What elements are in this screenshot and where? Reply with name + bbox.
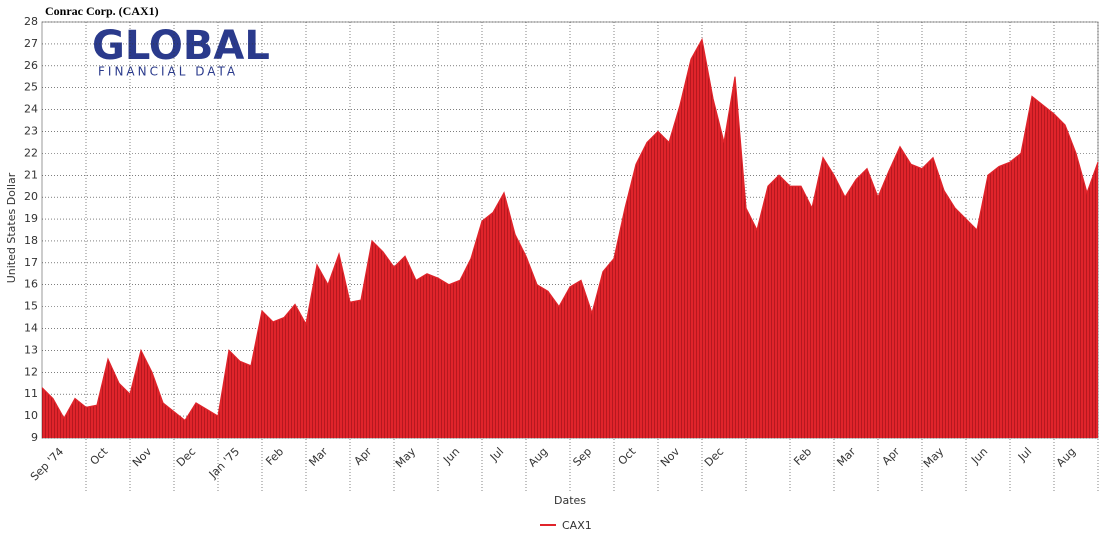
y-axis-title: United States Dollar	[5, 172, 18, 283]
area	[42, 39, 1098, 439]
y-tick-label: 13	[24, 343, 38, 356]
x-tick-label: Apr	[880, 445, 903, 468]
y-tick-label: 11	[24, 387, 38, 400]
x-tick-label: Sep	[570, 445, 594, 469]
x-tick-label: Oct	[616, 445, 639, 468]
y-tick-label: 28	[24, 15, 38, 28]
legend-label: CAX1	[562, 519, 592, 532]
x-tick-label: Jan '75	[206, 445, 242, 481]
x-tick-label: Feb	[791, 445, 814, 468]
chart-title: Conrac Corp. (CAX1)	[45, 4, 159, 18]
x-tick-label: Mar	[834, 445, 858, 469]
y-tick-label: 19	[24, 212, 38, 225]
x-tick-label: Jul	[1015, 445, 1034, 464]
x-tick-label: Apr	[352, 445, 375, 468]
legend: CAX1	[540, 519, 592, 532]
x-tick-label: Nov	[658, 445, 683, 470]
x-tick-label: Oct	[88, 445, 111, 468]
y-tick-label: 22	[24, 146, 38, 159]
x-tick-label: Jun	[440, 445, 462, 467]
y-tick-label: 10	[24, 409, 38, 422]
x-tick-label: Feb	[263, 445, 286, 468]
y-tick-label: 20	[24, 190, 38, 203]
y-tick-label: 14	[24, 322, 38, 335]
y-tick-label: 26	[24, 59, 38, 72]
y-tick-label: 17	[24, 256, 38, 269]
y-tick-label: 12	[24, 365, 38, 378]
x-tick-label: Sep '74	[28, 445, 66, 483]
y-tick-label: 25	[24, 81, 38, 94]
y-tick-label: 24	[24, 103, 38, 116]
logo-title: GLOBAL	[92, 23, 270, 69]
x-tick-label: May	[393, 445, 419, 471]
x-tick-label: Nov	[130, 445, 155, 470]
logo-subtitle: FINANCIAL DATA	[98, 65, 238, 79]
y-tick-label: 16	[24, 278, 38, 291]
x-tick-label: Dec	[174, 445, 198, 469]
line	[41, 37, 1099, 422]
logo: GLOBAL FINANCIAL DATA	[92, 23, 270, 79]
y-tick-label: 15	[24, 300, 38, 313]
y-tick-label: 27	[24, 37, 38, 50]
y-tick-label: 21	[24, 168, 38, 181]
x-tick-label: Dec	[702, 445, 726, 469]
y-tick-label: 9	[31, 431, 38, 444]
x-tick-label: Aug	[1054, 445, 1078, 469]
x-axis-title: Dates	[554, 494, 586, 507]
x-tick-label: Jul	[487, 445, 506, 464]
y-tick-label: 23	[24, 124, 38, 137]
x-tick-label: Mar	[306, 445, 330, 469]
y-tick-label: 18	[24, 234, 38, 247]
x-tick-label: Aug	[526, 445, 550, 469]
x-tick-label: Jun	[968, 445, 990, 467]
x-tick-label: May	[921, 445, 947, 471]
